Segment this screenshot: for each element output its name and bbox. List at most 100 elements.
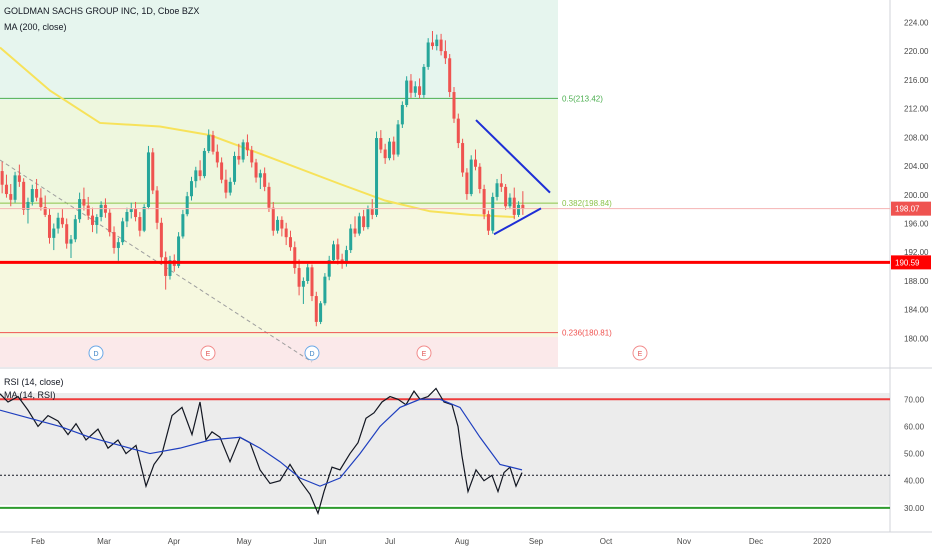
support-price-label: 190.59 [895,258,920,267]
price-tick-label: 216.00 [904,76,929,85]
fib-level-label: 0.5(213.42) [562,94,603,103]
drawing-layer[interactable]: 190.59 198.07 [0,119,931,270]
candle-body [400,104,404,125]
triangle-upper-line[interactable] [475,119,551,194]
candles-layer [0,30,525,327]
candle-body [517,204,521,215]
candle-body [357,216,361,234]
candle-body [4,184,8,195]
candle-body [0,171,4,185]
candle-body [65,224,69,244]
price-tick-label: 184.00 [904,306,929,315]
price-tick-label: 192.00 [904,248,929,257]
candle-body [82,199,86,206]
rsi-tick-label: 50.00 [904,450,925,459]
candle-body [30,189,34,202]
candle-body [129,208,133,213]
rsi-ma-title[interactable]: MA (14, RSI) [4,390,56,400]
rsi-layer: 70.00 60.00 50.00 40.00 30.00 [0,387,925,516]
candle-body [189,181,194,197]
candle-body [125,212,129,222]
candle-body [271,207,275,231]
candle-body [185,196,189,215]
candle-body [86,205,90,216]
time-tick-label: Dec [749,537,763,546]
candle-body [215,151,219,163]
rsi-line [0,387,523,516]
candle-body [461,143,465,173]
candle-body [314,296,318,322]
rsi-title[interactable]: RSI (14, close) [4,377,64,387]
candle-body [331,244,336,261]
candle-body [405,80,409,105]
time-axis[interactable]: Feb Mar Apr May Jun Jul Aug Sep Oct Nov Dec 2020 [31,537,831,546]
candle-body [237,155,241,160]
candle-body [465,172,469,195]
candle-body [164,257,168,276]
dividend-marker[interactable] [304,345,320,361]
time-tick-label: Oct [600,537,613,546]
fib-level-label: 0.236(180.81) [562,329,612,338]
symbol-title[interactable]: GOLDMAN SACHS GROUP INC, 1D, Cboe BZX [4,6,200,16]
candle-body [263,173,267,187]
rsi-band [0,393,890,505]
candle-body [383,149,387,159]
candle-body [439,39,443,52]
time-tick-label: Jun [314,537,327,546]
fib-level-label: 0.382(198.84) [562,199,612,208]
rsi-tick-label: 30.00 [904,504,925,513]
candle-body [121,221,125,243]
price-tick-label: 204.00 [904,162,929,171]
candle-body [336,244,340,260]
time-tick-label: Aug [455,537,469,546]
candle-body [26,201,30,210]
candle-body [181,214,185,237]
time-tick-label: 2020 [813,537,831,546]
fib-zone-bottom [0,337,558,367]
price-tick-label: 180.00 [904,334,929,343]
candle-body [280,219,284,229]
candle-body [426,42,430,67]
earnings-marker[interactable] [200,345,216,361]
earnings-marker[interactable] [632,345,648,361]
price-tick-label: 188.00 [904,277,929,286]
candle-body [35,189,39,198]
candle-body [418,86,422,95]
candle-body [224,179,228,193]
candle-body [349,228,353,251]
candle-body [478,166,482,190]
rsi-ma-line [0,398,523,487]
candle-body [486,214,490,231]
candle-body [241,142,245,160]
candle-body [95,217,99,225]
time-tick-label: Jul [385,537,395,546]
time-tick-label: Apr [168,537,181,546]
ma-legend[interactable]: MA (200, close) [4,22,67,32]
candle-body [430,42,434,47]
dividend-marker[interactable] [88,345,104,361]
candle-body [474,159,478,167]
candle-body [319,303,323,322]
support-price-badge [891,255,931,270]
candle-body [435,39,439,47]
candle-body [91,215,95,225]
candle-body [177,236,181,266]
candle-body [362,216,366,228]
triangle-lower-line[interactable] [493,207,542,236]
candle-body [521,204,525,209]
candle-body [17,175,21,182]
candle-body [491,196,495,231]
earnings-marker[interactable] [416,345,432,361]
candle-body [112,232,116,248]
candle-body [207,135,211,151]
candle-body [344,250,348,264]
candle-body [482,189,486,215]
fib-retracement[interactable]: 0.5(213.42) 0.382(198.84) 0.236(180.81) [0,94,612,338]
candle-body [22,181,26,210]
candle-body [306,267,310,281]
price-axis[interactable]: 224.00 220.00 216.00 212.00 208.00 204.00 200.… [904,18,929,343]
candle-body [73,219,77,240]
